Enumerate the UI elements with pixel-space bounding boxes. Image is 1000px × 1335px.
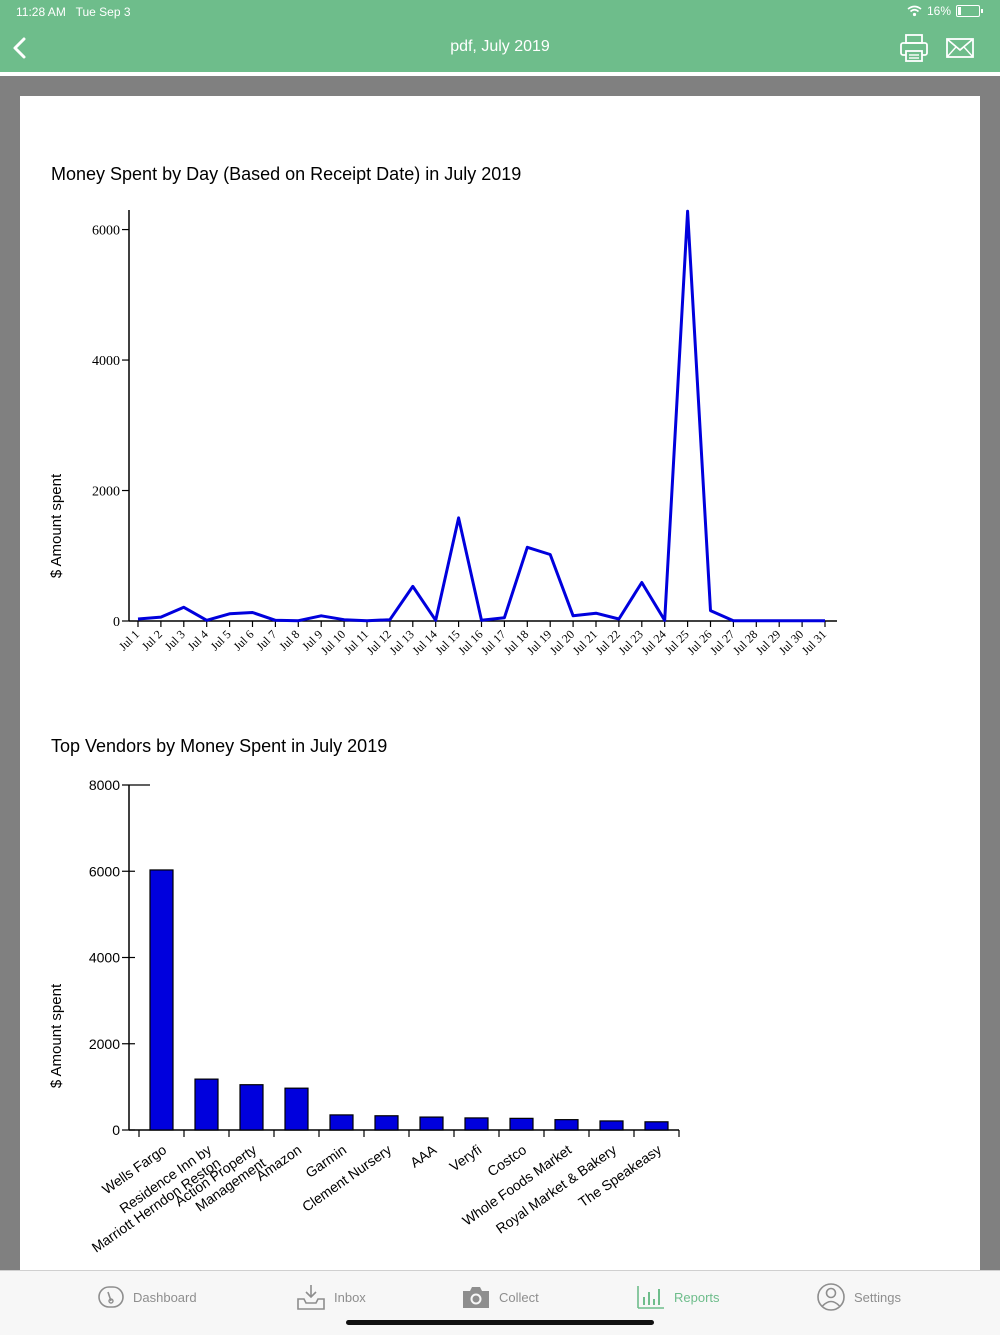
dashboard-gauge-icon <box>97 1283 125 1311</box>
line-chart-title: Money Spent by Day (Based on Receipt Dat… <box>51 164 521 184</box>
line-chart-x-tick-label: Jul 23 <box>616 627 646 657</box>
line-chart-x-tick-label: Jul 7 <box>253 627 279 653</box>
tab-collect[interactable]: Collect <box>461 1281 539 1313</box>
line-chart-x-tick-label: Jul 25 <box>661 627 691 657</box>
tab-collect-label: Collect <box>499 1290 539 1305</box>
line-chart-x-tick-label: Jul 11 <box>341 627 371 657</box>
line-chart-x-tick-label: Jul 26 <box>684 627 714 657</box>
bar-chart-bar <box>555 1120 578 1130</box>
bar-chart-x-tick-label: Veryfi <box>446 1141 484 1174</box>
line-chart-x-tick-label: Jul 18 <box>501 627 531 657</box>
tab-inbox[interactable]: Inbox <box>296 1281 366 1313</box>
printer-icon <box>898 32 930 64</box>
battery-percent: 16% <box>927 4 951 18</box>
battery-nub <box>981 9 983 13</box>
bar-chart-bar <box>510 1118 533 1130</box>
line-chart-x-tick-label: Jul 2 <box>139 627 165 653</box>
bar-chart-y-tick-label: 8000 <box>89 777 120 793</box>
line-chart-x-tick-label: Jul 22 <box>593 627 623 657</box>
status-clock: 11:28 AM <box>16 5 66 19</box>
line-chart-x-tick-label: Jul 1 <box>116 627 142 653</box>
line-chart-x-tick-label: Jul 19 <box>524 627 554 657</box>
line-chart-x-tick-label: Jul 21 <box>570 627 600 657</box>
bar-chart-bar <box>285 1088 308 1130</box>
bar-chart-x-tick-label-line: AAA <box>407 1141 440 1171</box>
line-chart-series <box>138 211 825 620</box>
line-chart-x-tick-label: Jul 29 <box>753 627 783 657</box>
line-chart-x-tick-label: Jul 20 <box>547 627 577 657</box>
line-chart-x-tick-label: Jul 14 <box>409 627 439 657</box>
line-chart-x-tick-label: Jul 4 <box>185 627 211 653</box>
line-chart-y-tick-label: 0 <box>113 615 120 630</box>
envelope-icon <box>944 32 976 64</box>
page-title: pdf, July 2019 <box>0 38 1000 56</box>
tab-dashboard-label: Dashboard <box>133 1290 197 1305</box>
bar-chart-x-tick-label: AAA <box>407 1141 440 1171</box>
line-chart-x-tick-label: Jul 30 <box>776 627 806 657</box>
line-chart-y-tick-label: 4000 <box>92 354 120 369</box>
line-chart-x-tick-label: Jul 8 <box>276 627 302 653</box>
report-charts: Money Spent by Day (Based on Receipt Dat… <box>20 96 980 1276</box>
bar-chart-y-tick-label: 0 <box>112 1122 120 1138</box>
tab-reports-label: Reports <box>674 1290 720 1305</box>
line-chart-x-tick-label: Jul 17 <box>478 627 508 657</box>
bar-chart-bar <box>600 1121 623 1130</box>
line-chart-y-tick-label: 2000 <box>92 485 120 500</box>
bar-chart-bar <box>330 1115 353 1130</box>
bar-chart-x-tick-label-line: Veryfi <box>446 1141 484 1174</box>
camera-icon <box>461 1283 491 1311</box>
line-chart-x-tick-label: Jul 12 <box>364 627 394 657</box>
bar-chart-bar <box>420 1117 443 1130</box>
battery-fill <box>958 7 961 15</box>
line-chart-x-tick-label: Jul 10 <box>318 627 348 657</box>
tab-dashboard[interactable]: Dashboard <box>97 1281 197 1313</box>
tab-inbox-label: Inbox <box>334 1290 366 1305</box>
report-page[interactable]: Money Spent by Day (Based on Receipt Dat… <box>20 96 980 1276</box>
line-chart-y-axis-label: $ Amount spent <box>48 473 65 578</box>
line-chart-x-tick-label: Jul 31 <box>799 627 829 657</box>
tab-settings-label: Settings <box>854 1290 901 1305</box>
bar-chart-y-axis-label: $ Amount spent <box>48 983 65 1088</box>
line-chart-x-tick-label: Jul 6 <box>230 627 256 653</box>
bar-chart-bar <box>150 870 173 1130</box>
status-bar: 11:28 AM Tue Sep 3 16% <box>0 0 1000 24</box>
bar-chart-icon <box>636 1283 666 1311</box>
line-chart-x-tick-label: Jul 13 <box>387 627 417 657</box>
line-chart-x-tick-label: Jul 24 <box>638 627 668 657</box>
bar-chart-bar <box>645 1122 668 1130</box>
line-chart-x-tick-label: Jul 16 <box>455 627 485 657</box>
line-chart-x-tick-label: Jul 3 <box>162 627 188 653</box>
bar-chart-bar <box>195 1079 218 1130</box>
bar-chart-bar <box>375 1116 398 1130</box>
bar-chart-bar <box>240 1085 263 1130</box>
line-chart-x-tick-label: Jul 27 <box>707 627 737 657</box>
line-chart-x-tick-label: Jul 15 <box>432 627 462 657</box>
line-chart-x-tick-label: Jul 28 <box>730 627 760 657</box>
bar-chart-y-tick-label: 6000 <box>89 863 120 879</box>
tab-reports[interactable]: Reports <box>636 1281 720 1313</box>
navigation-bar: pdf, July 2019 <box>0 24 1000 72</box>
status-time: 11:28 AM Tue Sep 3 <box>16 5 131 19</box>
nav-divider <box>0 72 1000 76</box>
line-chart-x-tick-label: Jul 5 <box>208 627 234 653</box>
home-indicator <box>346 1320 654 1325</box>
tab-bar: Dashboard Inbox Collect Reports <box>0 1270 1000 1335</box>
bar-chart-title: Top Vendors by Money Spent in July 2019 <box>51 736 387 756</box>
bar-chart-y-tick-label: 4000 <box>89 950 120 966</box>
line-chart-y-tick-label: 6000 <box>92 224 120 239</box>
status-right: 16% <box>907 4 980 18</box>
battery-icon <box>956 5 980 17</box>
bar-chart-y-tick-label: 2000 <box>89 1036 120 1052</box>
status-date: Tue Sep 3 <box>76 5 131 19</box>
inbox-tray-icon <box>296 1283 326 1311</box>
tab-settings[interactable]: Settings <box>816 1281 901 1313</box>
bar-chart-bar <box>465 1118 488 1130</box>
print-button[interactable] <box>898 32 930 64</box>
user-circle-icon <box>816 1282 846 1312</box>
mail-button[interactable] <box>944 32 976 64</box>
wifi-icon <box>907 5 922 17</box>
